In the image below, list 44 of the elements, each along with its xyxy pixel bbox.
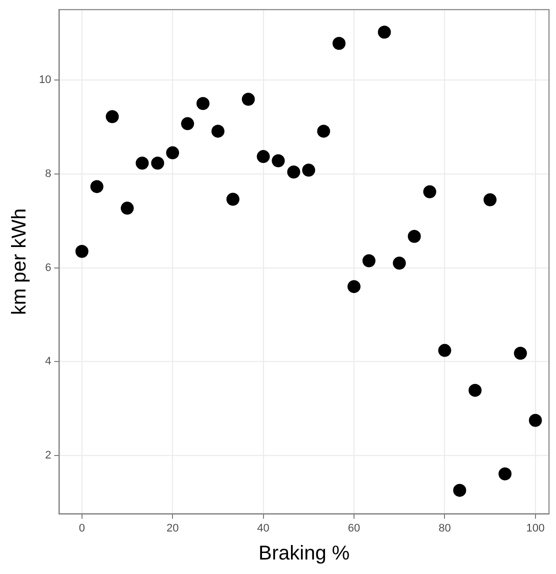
- point: [256, 150, 270, 164]
- y-tick-label: 8: [45, 168, 52, 180]
- point: [272, 154, 285, 168]
- y-tick-label: 4: [45, 356, 52, 368]
- point: [166, 146, 180, 160]
- x-tick-label: 40: [257, 522, 270, 534]
- point: [362, 254, 376, 268]
- x-tick-label: 60: [348, 522, 360, 534]
- point: [302, 164, 316, 177]
- point: [332, 36, 346, 50]
- point: [392, 256, 406, 270]
- point: [196, 96, 210, 110]
- point: [317, 124, 330, 138]
- x-axis-title: Braking %: [258, 542, 350, 565]
- point: [287, 166, 300, 179]
- point: [75, 244, 88, 258]
- point: [181, 117, 194, 130]
- x-tick-label: 100: [526, 522, 545, 534]
- y-tick-label: 2: [45, 450, 52, 462]
- point: [211, 124, 224, 138]
- point: [226, 192, 240, 206]
- point: [514, 346, 527, 360]
- point: [90, 180, 104, 194]
- point: [438, 344, 452, 357]
- point: [378, 26, 391, 39]
- point: [136, 156, 149, 170]
- point: [120, 202, 134, 215]
- point: [106, 110, 119, 124]
- point: [242, 92, 255, 106]
- point: [498, 467, 512, 480]
- x-tick-label: 20: [166, 522, 179, 534]
- point: [453, 484, 466, 497]
- y-tick-label: 6: [45, 262, 52, 274]
- x-tick-label: 80: [438, 522, 451, 534]
- y-axis-title: km per kWh: [8, 208, 31, 316]
- point: [423, 185, 436, 198]
- point: [348, 280, 360, 294]
- point: [408, 230, 421, 243]
- point: [528, 414, 542, 427]
- point: [468, 384, 482, 397]
- point: [151, 156, 164, 170]
- y-tick-label: 10: [38, 74, 52, 86]
- x-tick-label: 0: [78, 522, 85, 534]
- point: [484, 193, 497, 206]
